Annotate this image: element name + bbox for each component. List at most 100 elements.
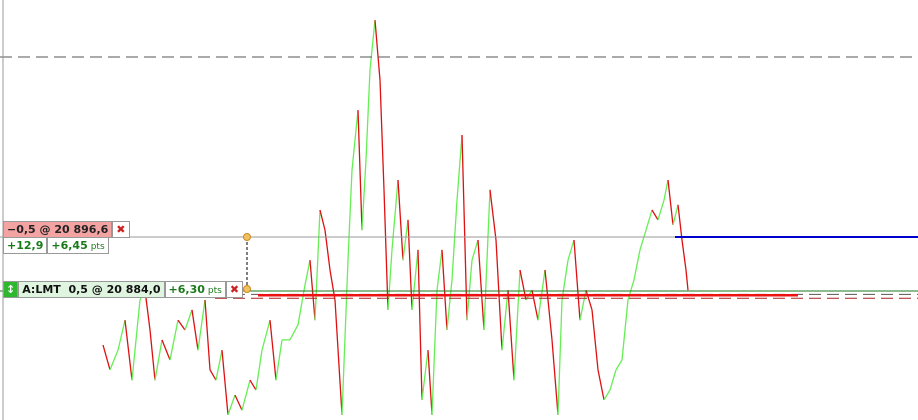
short-order: −0,5 @ 20 896,6 ✖	[3, 221, 130, 238]
price-segment	[154, 339, 163, 381]
price-segment	[314, 209, 321, 321]
price-segment	[197, 299, 206, 351]
price-segment	[109, 349, 119, 371]
price-segment	[663, 179, 669, 201]
price-segment	[255, 350, 263, 391]
price-segment	[304, 260, 311, 286]
price-segment	[334, 299, 343, 415]
price-segment	[411, 249, 419, 310]
pnl: +12,9	[3, 237, 48, 254]
price-segment	[379, 80, 385, 190]
price-segment	[221, 350, 229, 415]
unit: pts	[90, 242, 105, 252]
price-segment	[471, 239, 479, 261]
price-segment	[603, 389, 611, 401]
price-segment	[289, 324, 299, 341]
price-segment	[234, 394, 243, 411]
price-segment	[436, 249, 443, 291]
price-segment	[651, 209, 659, 221]
price-segment	[124, 320, 133, 381]
price-segment	[633, 249, 641, 280]
order-type: A:LMT	[22, 283, 61, 296]
price-segment	[621, 299, 629, 361]
price-segment	[131, 299, 141, 381]
price-segment	[191, 309, 199, 351]
price-segment	[685, 269, 689, 291]
pnl-points: +6,30 pts	[164, 281, 226, 298]
price-segment	[591, 309, 599, 370]
price-segment	[417, 249, 423, 400]
price-segment	[169, 320, 179, 361]
order-label: A:LMT 0,5 @ 20 884,0	[18, 281, 165, 298]
price-segment	[275, 339, 283, 381]
price-segment	[357, 110, 363, 231]
drag-handle[interactable]: ↕	[3, 281, 19, 298]
price-segment	[269, 320, 277, 381]
price-segment	[451, 200, 458, 280]
price-segment	[681, 239, 687, 271]
price-segment	[347, 170, 353, 261]
price-segment	[149, 329, 156, 381]
price-segment	[374, 20, 381, 81]
price-segment	[184, 309, 193, 331]
price-segment	[551, 339, 559, 415]
limit-order: ↕ A:LMT 0,5 @ 20 884,0 +6,30 pts ✖	[3, 281, 244, 298]
price-segment	[466, 260, 473, 321]
price-segment	[102, 344, 111, 371]
price-segment	[573, 239, 581, 321]
price-segment	[446, 279, 453, 331]
price-segment	[365, 69, 371, 160]
price-segment	[387, 249, 393, 310]
price-segment	[351, 110, 359, 171]
price-segment	[249, 379, 257, 391]
price-segment	[117, 319, 126, 351]
price-segment	[639, 229, 647, 251]
price-segment	[507, 290, 515, 381]
price-segment	[609, 369, 617, 391]
price-segment	[489, 189, 497, 241]
price-segment	[383, 189, 389, 310]
price-segment	[309, 260, 316, 321]
price-segment	[645, 209, 653, 231]
price-segment	[672, 204, 679, 226]
price-segment	[461, 134, 468, 321]
price-segment	[477, 239, 485, 331]
price-segment	[501, 290, 509, 351]
handle[interactable]	[243, 285, 251, 293]
unit: pts	[207, 286, 222, 296]
price-segment	[427, 350, 433, 415]
price-segment	[227, 394, 236, 416]
close-button[interactable]: ✖	[112, 221, 130, 238]
price-segment	[324, 230, 331, 271]
price-segment	[297, 284, 306, 325]
price-segment	[567, 239, 575, 261]
order-position: 0,5 @ 20 884,0	[68, 283, 161, 296]
handle[interactable]	[243, 233, 251, 241]
price-segment	[597, 369, 605, 400]
price-segment	[513, 269, 521, 381]
order-pnl: +12,9 +6,45 pts	[3, 237, 109, 254]
price-segment	[215, 350, 223, 381]
price-segment	[627, 279, 635, 301]
price-segment	[369, 20, 376, 70]
price-segment	[667, 179, 674, 226]
price-segment	[677, 204, 683, 241]
price-segment	[391, 179, 399, 250]
price-segment	[209, 369, 217, 381]
price-segment	[397, 179, 404, 261]
price-segment	[319, 209, 326, 231]
price-segment	[361, 159, 367, 231]
price-segment	[456, 134, 463, 201]
price-segment	[483, 189, 491, 331]
points: +6,30	[168, 283, 205, 296]
price-segment	[657, 199, 665, 221]
price-segment	[204, 299, 211, 370]
points: +6,45	[51, 239, 88, 252]
price-segment	[431, 290, 438, 415]
close-button[interactable]: ✖	[225, 281, 244, 298]
price-segment	[161, 339, 171, 361]
price-segment	[544, 269, 553, 340]
price-segment	[557, 299, 563, 415]
